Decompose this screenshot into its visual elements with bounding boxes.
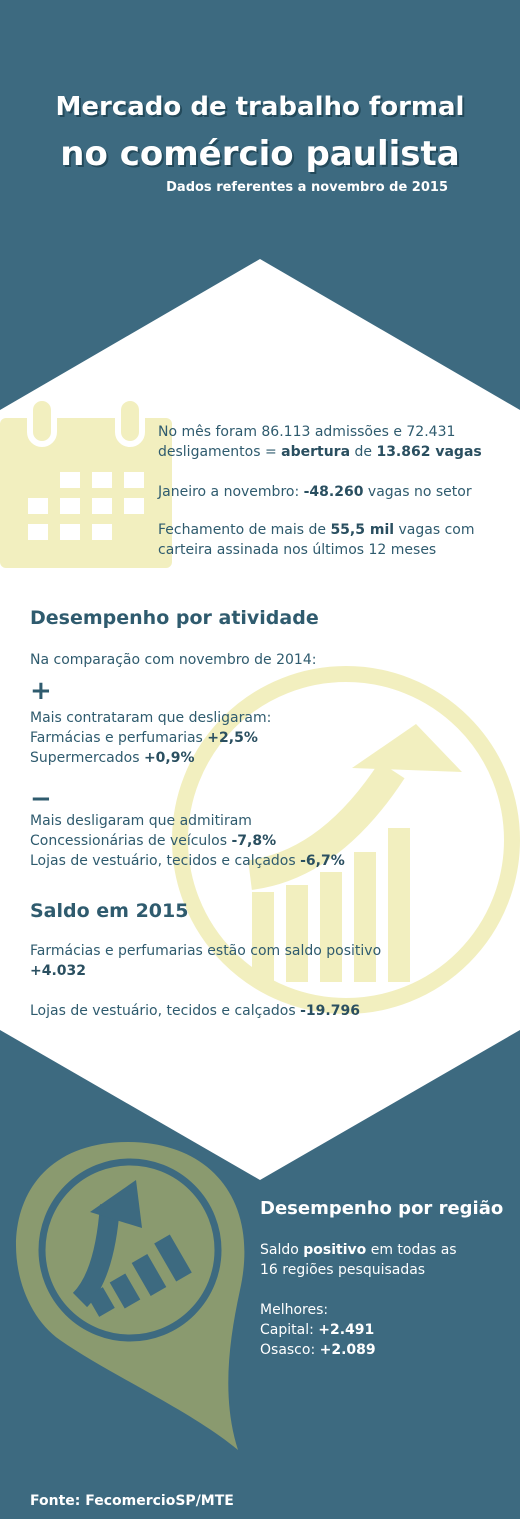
subtitle: Dados referentes a novembro de 2015 [166, 180, 448, 195]
region-best: Melhores: Capital: +2.491 Osasco: +2.089 [260, 1300, 376, 1360]
plus-item: Farmácias e perfumarias +2,5% [30, 730, 258, 746]
summary-12-months: Fechamento de mais de 55,5 mil vagas com… [158, 520, 474, 560]
plus-text: Mais contrataram que desligaram: [30, 710, 272, 726]
minus-block: Mais desligaram que admitiram Concession… [30, 811, 345, 871]
region-summary: Saldo positivo em todas as 16 regiões pe… [260, 1240, 457, 1280]
balance-heading: Saldo em 2015 [30, 900, 189, 922]
region-best-item: Capital: +2.491 [260, 1322, 375, 1338]
plus-item: Supermercados +0,9% [30, 750, 195, 766]
plus-block: Mais contrataram que desligaram: Farmáci… [30, 708, 271, 768]
growth-chart-icon [172, 666, 520, 1014]
region-best-item: Osasco: +2.089 [260, 1342, 376, 1358]
minus-item: Lojas de vestuário, tecidos e calçados -… [30, 853, 345, 869]
title-line-2: no comércio paulista [60, 134, 460, 174]
minus-sign: − [30, 784, 52, 814]
region-best-label: Melhores: [260, 1302, 329, 1318]
calendar-icon [0, 395, 172, 568]
minus-text: Mais desligaram que admitiram [30, 813, 252, 829]
balance-line-1: Farmácias e perfumarias estão com saldo … [30, 941, 381, 981]
summary-12-months-line-2: carteira assinada nos últimos 12 meses [158, 542, 437, 558]
summary-monthly-line-2: desligamentos = abertura de 13.862 vagas [158, 444, 482, 460]
region-summary-line-2: 16 regiões pesquisadas [260, 1262, 426, 1278]
balance-line-1-text: Farmácias e perfumarias estão com saldo … [30, 943, 382, 959]
plus-sign: + [30, 676, 52, 706]
activity-intro: Na comparação com novembro de 2014: [30, 652, 317, 668]
summary-year: Janeiro a novembro: -48.260 vagas no set… [158, 484, 472, 500]
minus-item: Concessionárias de veículos -7,8% [30, 833, 277, 849]
summary-monthly: No mês foram 86.113 admissões e 72.431 d… [158, 422, 482, 462]
balance-line-1-value: +4.032 [30, 963, 87, 979]
summary-12-months-line-1: Fechamento de mais de 55,5 mil vagas com [158, 522, 475, 538]
balance-line-2: Lojas de vestuário, tecidos e calçados -… [30, 1003, 360, 1019]
summary-monthly-line-1: No mês foram 86.113 admissões e 72.431 [158, 424, 456, 440]
region-heading: Desempenho por região [260, 1198, 504, 1219]
map-pin-icon [16, 1142, 245, 1450]
activity-heading: Desempenho por atividade [30, 607, 319, 629]
title-line-1: Mercado de trabalho formal [55, 92, 465, 122]
region-summary-line-1: Saldo positivo em todas as [260, 1242, 457, 1258]
source-footer: Fonte: FecomercioSP/MTE [30, 1493, 234, 1509]
